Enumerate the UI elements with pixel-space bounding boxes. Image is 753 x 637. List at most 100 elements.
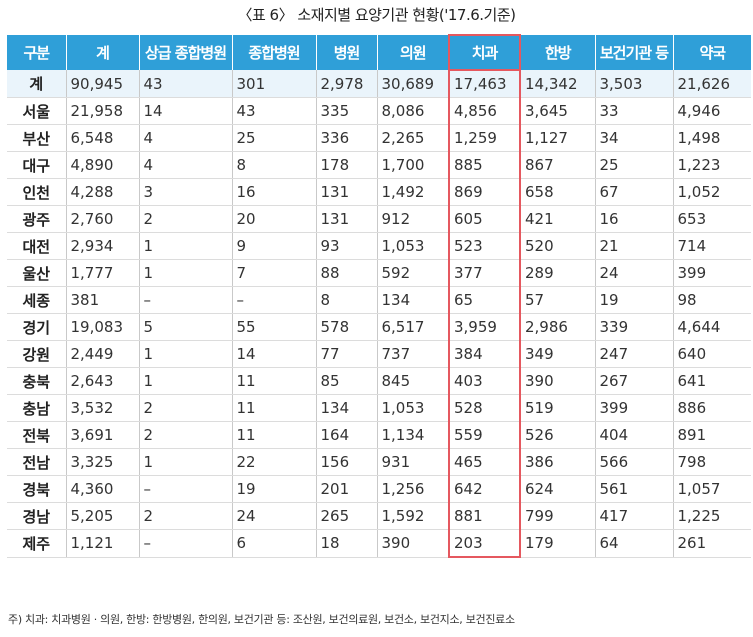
table-cell: 336 [315, 124, 377, 152]
table-cell: 390 [519, 367, 595, 395]
table-row: 세종 381– –8 134 65 57 19 98 [7, 286, 751, 314]
row-label: 경기 [7, 313, 66, 341]
table-cell: 2 [138, 394, 232, 422]
table-cell: 886 [672, 394, 751, 422]
table-cell: 404 [594, 421, 673, 449]
table-cell: 1,134 [376, 421, 449, 449]
row-label: 강원 [7, 340, 66, 368]
table-cell: 1,225 [672, 502, 751, 530]
table-cell: 578 [315, 313, 377, 341]
row-label: 경북 [7, 475, 66, 503]
column-header: 약국 [672, 35, 751, 70]
table-header-row: 구분 계 상급 종합병원 종합병원 병원 의원 치과 한방 보건기관 등 약국 [7, 34, 751, 71]
table-cell: 19 [231, 475, 316, 503]
table-cell: 523 [448, 232, 521, 260]
table-cell: 2 [138, 205, 232, 233]
table-cell: 566 [594, 448, 673, 476]
table-cell: 386 [519, 448, 595, 476]
table-cell: 1,777 [65, 259, 139, 287]
table-cell: 19 [594, 286, 673, 314]
table-cell: 289 [519, 259, 595, 287]
table-cell: 93 [315, 232, 377, 260]
table-cell: 640 [672, 340, 751, 368]
table-row: 계 90,945 43 301 2,978 30,689 17,463 14,342 3,503… [7, 70, 751, 98]
table-cell: 881 [448, 502, 521, 530]
table-cell: 203 [448, 529, 521, 558]
table-cell: – [138, 286, 232, 314]
table-cell: 9 [231, 232, 316, 260]
table-cell: 131 [315, 178, 377, 206]
table-cell: 465 [448, 448, 521, 476]
table-cell: 3,959 [448, 313, 521, 341]
table-cell: 417 [594, 502, 673, 530]
table-row: 부산 6,548 4 25 336 2,265 1,259 1,127 34 1,498 [7, 124, 751, 152]
table-row: 경남 5,205 2 24 265 1,592 881 799 417 1,225 [7, 502, 751, 530]
table-cell: 867 [519, 151, 595, 179]
table-cell: 519 [519, 394, 595, 422]
table-cell: 2,934 [65, 232, 139, 260]
row-label: 부산 [7, 124, 66, 152]
table-cell: 1,700 [376, 151, 449, 179]
table-cell: 4,856 [448, 97, 521, 125]
table-cell: 11 [231, 367, 316, 395]
table-cell: 1 [138, 259, 232, 287]
table-cell: 265 [315, 502, 377, 530]
table-cell: 267 [594, 367, 673, 395]
table-cell: 20 [231, 205, 316, 233]
column-header: 보건기관 등 [594, 35, 673, 70]
table-cell: 658 [519, 178, 595, 206]
table-cell: 4,946 [672, 97, 751, 125]
table-cell: 17,463 [448, 70, 521, 98]
table-cell: 1,057 [672, 475, 751, 503]
table-cell: 1,259 [448, 124, 521, 152]
table-cell: 931 [376, 448, 449, 476]
table-cell: 24 [594, 259, 673, 287]
table-cell: 11 [231, 394, 316, 422]
table-cell: 90,945 [65, 70, 139, 98]
table-cell: 24 [231, 502, 316, 530]
table-cell: 3 [138, 178, 232, 206]
table-cell: 653 [672, 205, 751, 233]
table-body: 계 90,945 43 301 2,978 30,689 17,463 14,342 3,503… [7, 70, 751, 558]
table-cell: 6,517 [376, 313, 449, 341]
table-cell: 3,532 [65, 394, 139, 422]
table-cell: 1,121 [65, 529, 139, 558]
table-cell: 403 [448, 367, 521, 395]
row-label: 충남 [7, 394, 66, 422]
table-cell: 4,288 [65, 178, 139, 206]
table-row: 전북 3,691 2 11 164 1,134 559 526 404 891 [7, 421, 751, 449]
table-cell: 16 [594, 205, 673, 233]
row-label: 전북 [7, 421, 66, 449]
row-label: 광주 [7, 205, 66, 233]
column-header: 상급 종합병원 [138, 35, 232, 70]
table-cell: 6,548 [65, 124, 139, 152]
table-footnote: 주) 치과: 치과병원 · 의원, 한방: 한방병원, 한의원, 보건기관 등:… [8, 613, 515, 626]
table-cell: 5 [138, 313, 232, 341]
table-cell: 19,083 [65, 313, 139, 341]
table-cell: 4,360 [65, 475, 139, 503]
table-cell: 737 [376, 340, 449, 368]
table-cell: 301 [231, 70, 316, 98]
row-label: 경남 [7, 502, 66, 530]
table-cell: 2,760 [65, 205, 139, 233]
table-cell: 156 [315, 448, 377, 476]
table-cell: 4,644 [672, 313, 751, 341]
table-cell: 21 [594, 232, 673, 260]
table-cell: 57 [519, 286, 595, 314]
table-row: 경기 19,083 5 55 578 6,517 3,959 2,986 339 4,644 [7, 313, 751, 341]
table-cell: 869 [448, 178, 521, 206]
table-cell: 2,265 [376, 124, 449, 152]
table-cell: 34 [594, 124, 673, 152]
table-cell: 526 [519, 421, 595, 449]
table-cell: 642 [448, 475, 521, 503]
table-cell: 77 [315, 340, 377, 368]
table-cell: 3,645 [519, 97, 595, 125]
table-cell: 1,127 [519, 124, 595, 152]
table-row: 대전 2,934 1 9 93 1,053 523 520 21 714 [7, 232, 751, 260]
table-cell: 201 [315, 475, 377, 503]
table-cell: 164 [315, 421, 377, 449]
row-label: 대전 [7, 232, 66, 260]
table-cell: 798 [672, 448, 751, 476]
table-cell: 43 [138, 70, 232, 98]
table-cell: 43 [231, 97, 316, 125]
